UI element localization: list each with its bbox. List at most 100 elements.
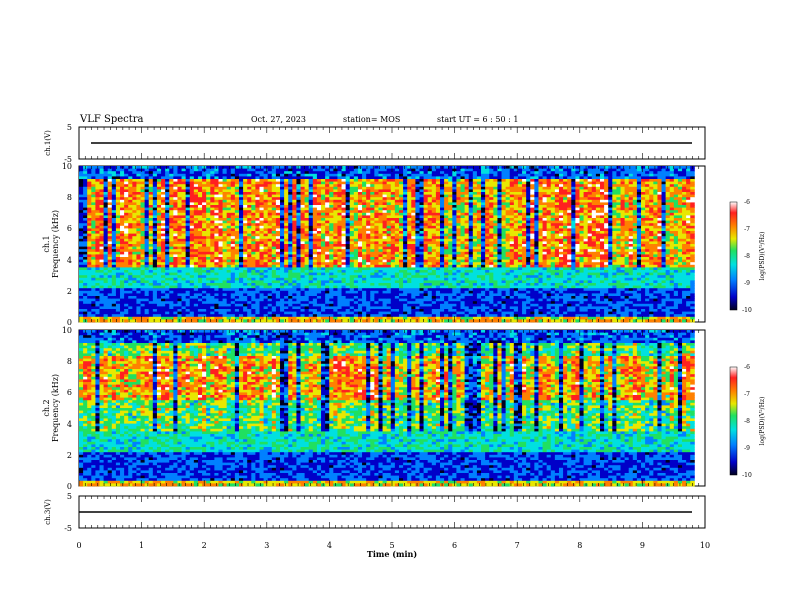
spectrogram-cell [234,288,240,292]
spectrogram-cell [91,298,96,302]
spectrogram-cell [259,225,265,229]
spectrogram-cell [357,231,363,234]
spectrogram-cell [296,212,301,216]
spectrogram-cell [210,168,215,172]
spectrogram-cell [120,220,125,224]
spectrogram-cell [243,285,248,289]
spectrogram-cell [296,168,301,172]
spectrogram-cell [124,166,129,169]
spectrogram-cell [107,257,113,260]
spectrogram-cell [370,267,375,271]
spectrogram-cell [226,285,232,289]
spectrogram-cell [197,192,203,195]
spectrogram-cell [374,314,379,318]
spectrogram-cell [259,194,265,198]
spectrogram-cell [407,176,412,180]
spectrogram-cell [304,264,310,268]
spectrogram-cell [222,210,228,214]
spectrogram-cell [255,207,260,211]
spectrogram-cell [87,231,92,234]
spectrogram-cell [398,197,404,201]
spectrogram-cell [99,218,105,221]
spectrogram-cell [337,171,342,175]
spectrogram-cell [165,251,170,255]
spectrogram-cell [267,168,273,172]
spectrogram-cell [120,233,125,237]
spectrogram-cell [362,228,367,232]
spectrogram-cell [230,285,236,289]
spectrogram-cell [111,210,117,214]
spectrogram-cell [390,316,396,320]
spectrogram-cell [398,275,404,279]
spectrogram-cell [349,228,355,232]
spectrogram-cell [189,319,195,323]
spectrogram-cell [79,303,84,307]
spectrogram-cell [99,207,105,211]
spectrogram-cell [173,184,178,188]
spectrogram-cell [357,277,363,281]
spectrogram-cell [99,298,105,302]
spectrogram-cell [329,301,334,305]
spectrogram-cell [230,173,236,177]
spectrogram-cell [398,311,404,315]
spectrogram-cell [148,244,154,247]
spectrogram-cell [325,210,330,214]
spectrogram-cell [111,179,117,182]
spectrogram-cell [284,257,289,260]
spectrogram-cell [107,210,113,214]
spectrogram-cell [415,283,420,286]
spectrogram-cell [206,303,211,307]
spectrogram-cell [230,254,236,258]
spectrogram-cell [304,223,310,227]
spectrogram-cell [362,210,367,214]
spectrogram-cell [304,236,310,240]
spectrogram-cell [234,207,240,211]
spectrogram-cell [206,176,211,180]
spectrogram-cell [161,179,166,182]
spectrogram-cell [218,270,223,273]
spectrogram-cell [296,194,301,198]
spectrogram-cell [148,220,154,224]
spectrogram-cell [415,285,420,289]
spectrogram-cell [403,272,408,276]
spectrogram-cell [349,220,355,224]
spectrogram-cell [181,171,187,175]
spectrogram-cell [329,181,334,185]
spectrogram-cell [366,241,371,245]
spectrogram-cell [95,262,100,266]
spectrogram-cell [87,171,92,175]
spectrogram-cell [337,246,342,250]
spectrogram-cell [107,316,113,320]
spectrogram-cell [259,181,265,185]
spectrogram-cell [197,168,203,172]
spectrogram-cell [206,316,211,320]
spectrogram-cell [288,173,293,177]
spectrogram-cell [132,270,137,273]
spectrogram-cell [152,296,158,299]
spectrogram-cell [128,257,133,260]
spectrogram-cell [107,220,113,224]
spectrogram-cell [341,192,347,195]
spectrogram-cell [136,210,141,214]
spectrogram-cell [206,254,211,258]
spectrogram-cell [148,270,154,273]
spectrogram-cell [259,280,265,284]
spectrogram-cell [140,189,146,193]
spectrogram-cell [386,306,392,310]
spectrogram-cell [230,309,236,312]
spectrogram-cell [333,215,338,219]
spectrogram-cell [79,314,84,318]
spectrogram-cell [189,267,195,271]
spectrogram-cell [210,283,215,286]
spectrogram-cell [333,277,338,281]
spectrogram-cell [407,257,412,260]
spectrogram-cell [411,192,416,195]
spectrogram-cell [382,275,388,279]
spectrogram-cell [267,231,273,234]
spectrogram-cell [304,171,310,175]
spectrogram-cell [181,267,187,271]
spectrogram-cell [304,257,310,260]
spectrogram-cell [382,311,388,315]
spectrogram-cell [403,207,408,211]
spectrogram-cell [124,179,129,182]
